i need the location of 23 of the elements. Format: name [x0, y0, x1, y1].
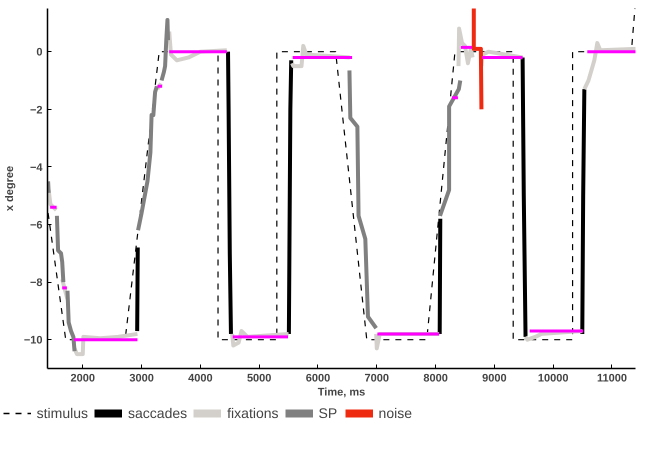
y-axis-title: x degree [4, 166, 16, 212]
legend-label: fixations [227, 405, 279, 421]
y-tick-label: −10 [24, 334, 43, 347]
x-tick-label: 11000 [596, 372, 627, 384]
x-axis-title: Time, ms [318, 386, 366, 398]
legend-label: noise [378, 405, 412, 421]
legend-label: stimulus [36, 405, 88, 421]
y-tick-label: −4 [30, 162, 44, 174]
x-tick-label: 3000 [129, 372, 154, 384]
y-tick-label: −6 [30, 220, 43, 232]
y-tick-label: −8 [30, 277, 43, 290]
legend-label: SP [318, 405, 338, 421]
x-tick-label: 2000 [70, 372, 96, 384]
x-tick-label: 10000 [538, 372, 568, 384]
x-tick-label: 6000 [306, 372, 330, 384]
y-tick-label: −2 [30, 104, 43, 116]
y-tick-label: 0 [36, 46, 43, 59]
x-tick-label: 4000 [188, 372, 213, 384]
x-tick-label: 7000 [364, 372, 390, 384]
x-tick-label: 5000 [246, 372, 272, 384]
legend-label: saccades [128, 405, 188, 421]
x-tick-label: 9000 [482, 372, 507, 384]
x-tick-label: 8000 [423, 372, 448, 384]
